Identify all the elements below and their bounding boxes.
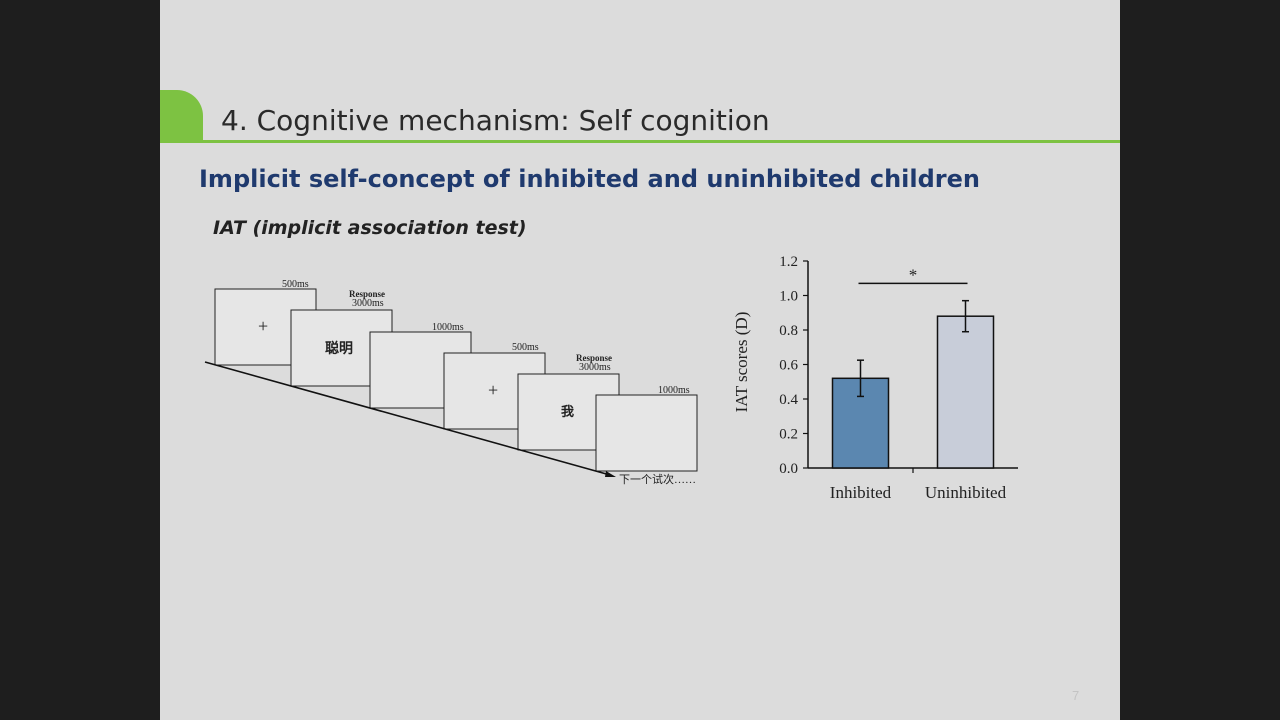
frame-6-time: 1000ms (658, 385, 690, 396)
x-tick-label: Inhibited (830, 483, 892, 502)
iat-bar-chart: IAT scores (D) 0.0 0.2 0.4 0.6 0.8 1.0 1.2 Inhi… (732, 254, 1018, 502)
frame-2-response: Response (349, 289, 385, 299)
slide-title: 4. Cognitive mechanism: Self cognition (221, 104, 770, 137)
significance-star: * (909, 265, 918, 284)
y-tick-label: 0.8 (779, 323, 798, 339)
frame-5-content: 我 (561, 404, 574, 419)
frame-5-time: 3000ms (579, 362, 611, 373)
timeline-arrow (204, 361, 611, 476)
frame-4-time: 500ms (512, 342, 539, 353)
frame-6 (595, 394, 698, 472)
frame-2-content: 聪明 (325, 340, 353, 357)
frame-1-content: + (258, 316, 268, 336)
next-trial-label: 下一个试次…… (619, 472, 696, 486)
y-tick-label: 0.4 (779, 392, 798, 408)
iat-procedure-diagram: 500ms + Response 3000ms 聪明 1000ms 500ms … (204, 279, 698, 486)
y-tick-label: 1.2 (779, 254, 798, 270)
bar-uninhibited (936, 315, 995, 469)
frame-2-time: 3000ms (352, 298, 384, 309)
method-label: IAT (implicit association test) (213, 217, 527, 239)
frame-1-time: 500ms (282, 279, 309, 290)
title-underline (160, 140, 1120, 143)
page-number: 7 (1072, 688, 1080, 703)
frame-5-response: Response (576, 353, 612, 363)
y-axis-label: IAT scores (D) (732, 312, 751, 413)
y-tick-label: 0.2 (779, 427, 798, 443)
slide-subtitle: Implicit self-concept of inhibited and u… (199, 165, 980, 193)
timeline-arrowhead (605, 471, 616, 477)
x-tick-label: Uninhibited (925, 483, 1007, 502)
slide: 4. Cognitive mechanism: Self cognition I… (160, 0, 1120, 720)
frame-3-time: 1000ms (432, 322, 464, 333)
y-tick-label: 0.6 (779, 358, 798, 374)
y-tick-label: 0.0 (779, 461, 798, 477)
title-accent-tab (160, 90, 203, 142)
frame-4-content: + (488, 380, 498, 400)
y-tick-label: 1.0 (779, 289, 798, 305)
